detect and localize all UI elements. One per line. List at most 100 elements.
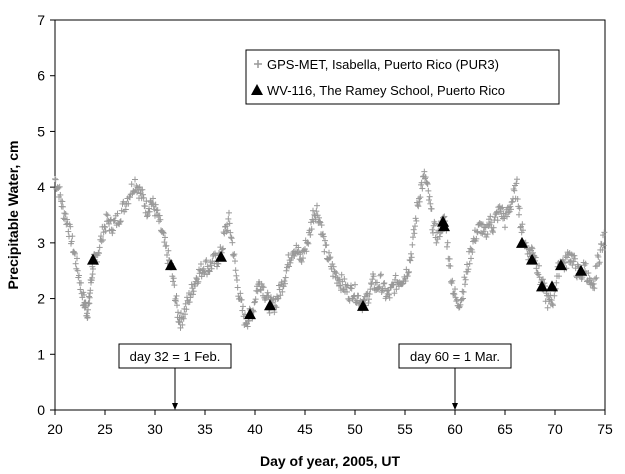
x-tick-label: 35 [197, 421, 213, 437]
gps-point [418, 179, 425, 186]
y-tick-label: 0 [37, 402, 45, 418]
gps-point [304, 239, 310, 246]
gps-point [588, 277, 594, 284]
gps-point [274, 295, 281, 302]
x-tick-label: 55 [397, 421, 413, 437]
gps-point [350, 293, 357, 300]
wv-point [244, 308, 256, 320]
gps-point [203, 257, 210, 264]
gps-point [175, 309, 181, 316]
gps-point [164, 251, 170, 258]
gps-point [412, 223, 418, 230]
y-tick-label: 1 [37, 346, 45, 362]
gps-point [530, 249, 536, 256]
gps-point [462, 276, 469, 283]
gps-point [514, 176, 520, 183]
gps-point [149, 200, 156, 207]
gps-point [308, 219, 314, 226]
y-tick-label: 3 [37, 235, 45, 251]
gps-point [375, 284, 382, 291]
wv-point [526, 253, 538, 265]
gps-point [170, 275, 177, 282]
gps-point [237, 290, 244, 297]
gps-point [504, 213, 510, 220]
gps-point [198, 261, 204, 268]
wv-point [536, 280, 548, 292]
annotation-label: day 32 = 1 Feb. [130, 349, 221, 364]
gps-point [536, 262, 542, 269]
gps-point [550, 302, 556, 309]
gps-point [281, 278, 288, 285]
gps-point [140, 194, 147, 201]
gps-point [457, 301, 464, 308]
gps-point [171, 282, 178, 289]
gps-point [458, 296, 465, 303]
gps-point [300, 247, 307, 254]
gps-point [103, 211, 110, 218]
gps-point [72, 250, 78, 257]
gps-point [323, 241, 330, 248]
gps-point [298, 258, 305, 265]
gps-point [402, 278, 409, 285]
gps-point [265, 293, 272, 300]
annotation-arrowhead [452, 403, 458, 410]
gps-point [297, 251, 304, 258]
gps-point [96, 250, 102, 257]
gps-point [519, 221, 526, 228]
gps-point [592, 275, 598, 282]
gps-point [132, 176, 138, 183]
gps-point [251, 299, 258, 306]
gps-point [381, 280, 388, 287]
gps-point [447, 263, 454, 270]
gps-point [266, 309, 273, 316]
gps-point [117, 218, 124, 225]
gps-point [410, 226, 417, 233]
gps-point [110, 227, 116, 234]
gps-point [234, 277, 240, 284]
gps-point [127, 194, 133, 201]
gps-point [252, 296, 259, 303]
gps-point [264, 289, 271, 296]
gps-point [104, 212, 111, 219]
gps-point [509, 198, 516, 205]
gps-point [101, 223, 108, 230]
gps-point [601, 229, 608, 236]
gps-point [326, 249, 332, 256]
gps-point [290, 251, 296, 258]
gps-point [490, 229, 496, 236]
gps-point [416, 195, 422, 202]
gps-point [569, 262, 576, 269]
gps-point [408, 254, 415, 261]
gps-point [393, 286, 400, 293]
gps-point [160, 230, 167, 237]
gps-point [412, 215, 419, 222]
gps-point [424, 179, 430, 186]
gps-point [136, 184, 143, 191]
gps-point [174, 302, 180, 309]
gps-point [497, 208, 504, 215]
gps-point [326, 255, 333, 262]
gps-point [529, 245, 536, 252]
gps-point [316, 218, 323, 225]
gps-point [282, 274, 289, 281]
gps-point [428, 205, 435, 212]
gps-point [295, 244, 302, 251]
gps-point [314, 212, 321, 219]
gps-point [422, 175, 428, 182]
gps-point [424, 181, 431, 188]
gps-point [146, 208, 153, 215]
gps-point [59, 198, 66, 205]
gps-point [85, 306, 91, 313]
annotation-box [398, 343, 512, 369]
gps-point [591, 285, 598, 292]
gps-point [283, 267, 290, 274]
gps-point [470, 238, 476, 245]
gps-point [384, 287, 390, 294]
gps-point [490, 224, 497, 231]
gps-point [453, 298, 460, 305]
gps-point [600, 232, 606, 239]
gps-point [240, 303, 246, 310]
gps-point [568, 251, 575, 258]
gps-point [502, 224, 508, 231]
